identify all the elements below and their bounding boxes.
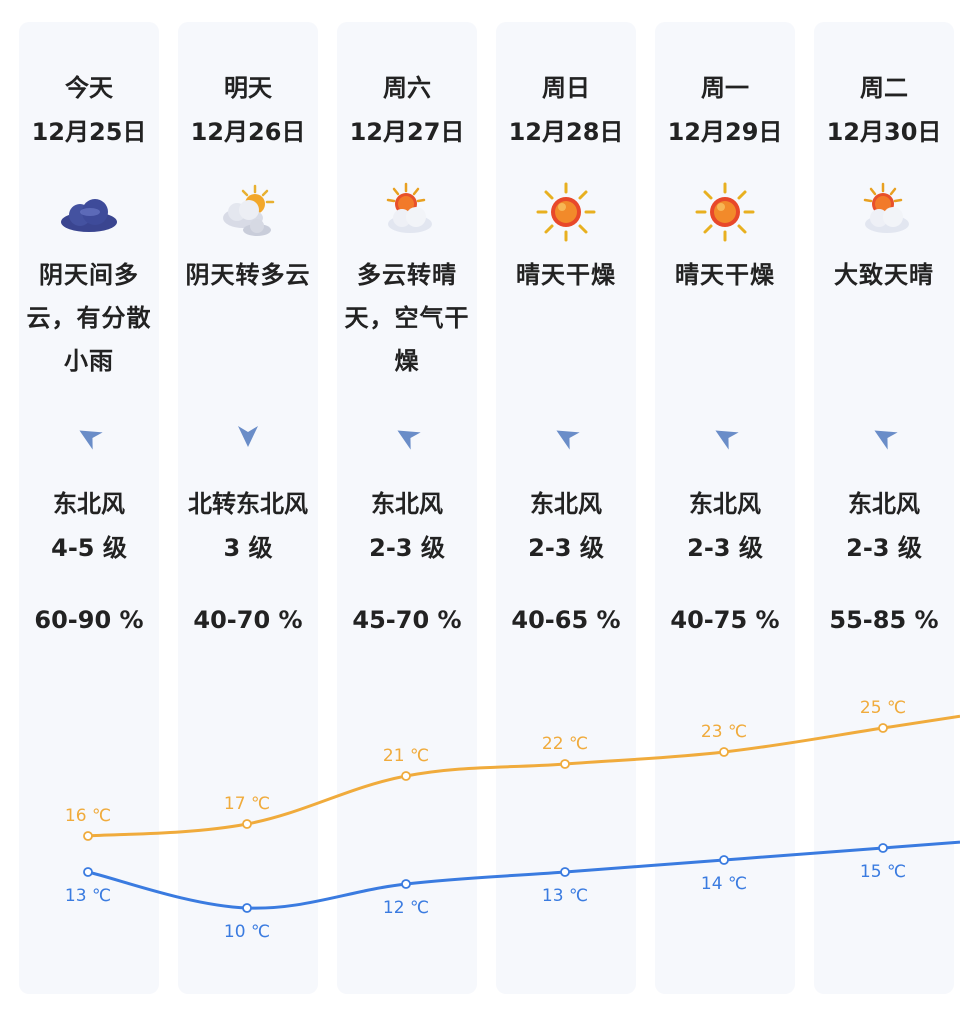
high-temp-label: 21 ℃ [383, 746, 429, 766]
wind-direction: 北转东北风 [188, 490, 308, 518]
wind-direction: 东北风 [689, 490, 761, 518]
low-temp-label: 14 ℃ [701, 874, 747, 894]
day-column: 明天 12月26日 阴天转多云 北转东北风 3 级 40-70 % [178, 22, 318, 994]
high-temp-point [878, 723, 888, 733]
low-temp-point [401, 879, 411, 889]
wind-level: 2-3 级 [528, 534, 604, 562]
high-temp-point [401, 771, 411, 781]
humidity: 40-70 % [193, 606, 303, 634]
wind-direction: 东北风 [530, 490, 602, 518]
wind-level: 3 级 [223, 534, 273, 562]
humidity: 45-70 % [352, 606, 462, 634]
day-date: 12月25日 [31, 118, 147, 146]
weather-condition: 大致天晴 [834, 261, 934, 289]
wind-level: 2-3 级 [369, 534, 445, 562]
sun-behind-cloud-icon [849, 182, 919, 242]
high-temp-label: 22 ℃ [542, 734, 588, 754]
low-temp-point [560, 867, 570, 877]
wind-direction-arrow-icon [234, 422, 262, 450]
overcast-cloud-icon [54, 182, 124, 242]
day-column: 周日 12月28日 晴天干燥 东北风 2-3 级 40-65 % [496, 22, 636, 994]
low-temp-label: 13 ℃ [542, 886, 588, 906]
humidity: 55-85 % [829, 606, 939, 634]
day-column: 周二 12月30日 大致天晴 东北风 2-3 级 55-85 % [814, 22, 954, 994]
weather-condition: 多云转晴天，空气干燥 [344, 261, 470, 375]
day-name: 周一 [701, 74, 749, 102]
day-name: 周六 [383, 74, 431, 102]
low-temp-point [719, 855, 729, 865]
wind-direction-arrow-icon [711, 422, 739, 450]
high-temp-line [87, 714, 960, 838]
weather-condition: 晴天干燥 [516, 261, 616, 289]
wind-direction: 东北风 [848, 490, 920, 518]
sunny-icon [531, 182, 601, 242]
humidity: 40-75 % [670, 606, 780, 634]
wind-direction: 东北风 [53, 490, 125, 518]
high-temp-label: 25 ℃ [860, 698, 906, 718]
wind-level: 4-5 级 [51, 534, 127, 562]
sun-behind-cloud-icon [372, 182, 442, 242]
weather-condition: 阴天转多云 [185, 261, 311, 289]
humidity: 60-90 % [34, 606, 144, 634]
day-date: 12月29日 [667, 118, 783, 146]
day-column: 周一 12月29日 晴天干燥 东北风 2-3 级 40-75 % [655, 22, 795, 994]
low-temp-point [83, 867, 93, 877]
low-temp-label: 13 ℃ [65, 886, 111, 906]
high-temp-label: 16 ℃ [65, 806, 111, 826]
high-temp-point [242, 819, 252, 829]
day-name: 周二 [860, 74, 908, 102]
day-date: 12月30日 [826, 118, 942, 146]
low-temp-line [87, 840, 960, 910]
low-temp-label: 10 ℃ [224, 922, 270, 942]
day-name: 周日 [542, 74, 590, 102]
day-name: 明天 [224, 74, 272, 102]
day-date: 12月27日 [349, 118, 465, 146]
wind-direction-arrow-icon [393, 422, 421, 450]
wind-level: 2-3 级 [687, 534, 763, 562]
day-column: 周六 12月27日 多云转晴天，空气干燥 东北风 2-3 级 45-70 % [337, 22, 477, 994]
low-temp-label: 15 ℃ [860, 862, 906, 882]
high-temp-label: 17 ℃ [224, 794, 270, 814]
high-temp-point [83, 831, 93, 841]
wind-direction-arrow-icon [552, 422, 580, 450]
high-temp-label: 23 ℃ [701, 722, 747, 742]
high-temp-point [719, 747, 729, 757]
day-name: 今天 [65, 74, 113, 102]
wind-level: 2-3 级 [846, 534, 922, 562]
low-temp-point [242, 903, 252, 913]
wind-direction-arrow-icon [75, 422, 103, 450]
wind-direction-arrow-icon [870, 422, 898, 450]
high-temp-point [560, 759, 570, 769]
low-temp-point [878, 843, 888, 853]
low-temp-label: 12 ℃ [383, 898, 429, 918]
weather-condition: 阴天间多云，有分散小雨 [26, 261, 152, 375]
weather-condition: 晴天干燥 [675, 261, 775, 289]
day-date: 12月28日 [508, 118, 624, 146]
day-date: 12月26日 [190, 118, 306, 146]
sunny-icon [690, 182, 760, 242]
partly-cloudy-icon [213, 182, 283, 242]
humidity: 40-65 % [511, 606, 621, 634]
wind-direction: 东北风 [371, 490, 443, 518]
